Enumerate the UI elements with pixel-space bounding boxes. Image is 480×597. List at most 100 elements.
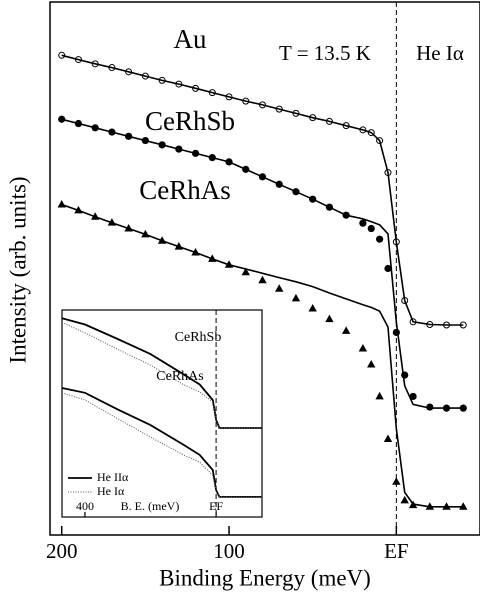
marker xyxy=(242,97,250,105)
marker xyxy=(175,145,183,153)
x-axis-label: Binding Energy (meV) xyxy=(159,565,371,590)
marker xyxy=(225,158,233,166)
curve-label: CeRhSb xyxy=(175,330,222,345)
marker xyxy=(309,195,317,203)
marker xyxy=(175,80,183,88)
x-tick-label: EF xyxy=(209,499,223,513)
line xyxy=(61,387,262,498)
line xyxy=(61,118,464,409)
marker xyxy=(208,89,216,97)
marker xyxy=(367,129,375,137)
marker xyxy=(74,119,83,128)
marker xyxy=(442,502,451,510)
marker xyxy=(426,320,434,328)
marker xyxy=(409,392,417,401)
marker xyxy=(358,343,368,352)
marker xyxy=(384,264,392,273)
line xyxy=(61,392,262,498)
marker xyxy=(292,188,300,196)
marker xyxy=(401,371,409,379)
marker xyxy=(325,117,333,125)
marker xyxy=(58,115,66,123)
marker xyxy=(367,224,375,233)
marker xyxy=(258,173,267,181)
marker xyxy=(125,68,133,76)
marker xyxy=(74,205,83,214)
marker xyxy=(108,64,116,72)
marker xyxy=(208,154,216,162)
y-axis-label: Intensity (arb. units) xyxy=(5,176,30,363)
series-label: CeRhAs xyxy=(139,175,231,205)
marker xyxy=(141,72,149,80)
series-label: Au xyxy=(174,24,207,54)
marker xyxy=(408,500,418,509)
marker xyxy=(426,403,434,411)
marker xyxy=(90,212,100,220)
marker xyxy=(308,303,317,312)
legend-label: He IIα xyxy=(97,470,129,484)
marker xyxy=(141,136,149,145)
marker xyxy=(291,293,301,302)
marker xyxy=(400,495,409,504)
marker xyxy=(108,128,116,136)
marker xyxy=(258,101,266,109)
curve-label: CeRhAs xyxy=(156,369,203,384)
legend-label: He Iα xyxy=(97,484,125,498)
marker xyxy=(275,105,283,113)
marker xyxy=(241,267,250,276)
marker xyxy=(384,169,392,177)
plot-frame xyxy=(61,309,263,518)
marker xyxy=(383,434,393,443)
marker xyxy=(258,275,267,284)
marker xyxy=(174,242,184,250)
marker xyxy=(325,314,334,323)
marker xyxy=(275,180,283,188)
marker xyxy=(392,238,400,246)
annotation: He Iα xyxy=(416,41,464,65)
marker xyxy=(242,165,250,173)
marker xyxy=(157,236,167,244)
marker xyxy=(225,93,233,101)
marker xyxy=(57,200,66,208)
marker xyxy=(208,254,217,262)
marker xyxy=(392,477,401,485)
marker xyxy=(158,141,166,149)
marker xyxy=(442,404,451,412)
marker xyxy=(342,211,350,219)
x-tick-label: 200 xyxy=(46,539,78,563)
marker xyxy=(91,60,99,68)
marker xyxy=(359,219,367,227)
marker xyxy=(425,502,435,510)
x-tick-label: 400 xyxy=(76,499,94,513)
x-tick-label: 100 xyxy=(213,539,245,563)
marker xyxy=(409,318,417,326)
marker xyxy=(191,248,200,256)
marker xyxy=(58,51,66,59)
marker xyxy=(107,218,117,226)
marker xyxy=(459,321,467,329)
marker xyxy=(376,137,384,145)
marker xyxy=(124,224,133,232)
series-label: CeRhSb xyxy=(145,106,235,136)
line xyxy=(61,54,464,326)
marker xyxy=(158,76,166,84)
marker xyxy=(376,235,384,243)
marker xyxy=(224,260,234,268)
marker xyxy=(375,391,384,400)
line xyxy=(61,203,464,508)
marker xyxy=(325,203,334,211)
x-axis-label: B. E. (meV) xyxy=(121,499,180,513)
marker xyxy=(459,404,467,412)
marker xyxy=(443,321,451,329)
marker xyxy=(342,122,350,130)
marker xyxy=(359,126,367,134)
marker xyxy=(341,326,351,334)
marker xyxy=(125,132,133,140)
marker xyxy=(292,109,300,117)
marker xyxy=(91,124,99,132)
annotation: T = 13.5 K xyxy=(279,41,371,65)
marker xyxy=(401,296,409,304)
marker xyxy=(191,149,200,157)
marker xyxy=(367,359,376,368)
